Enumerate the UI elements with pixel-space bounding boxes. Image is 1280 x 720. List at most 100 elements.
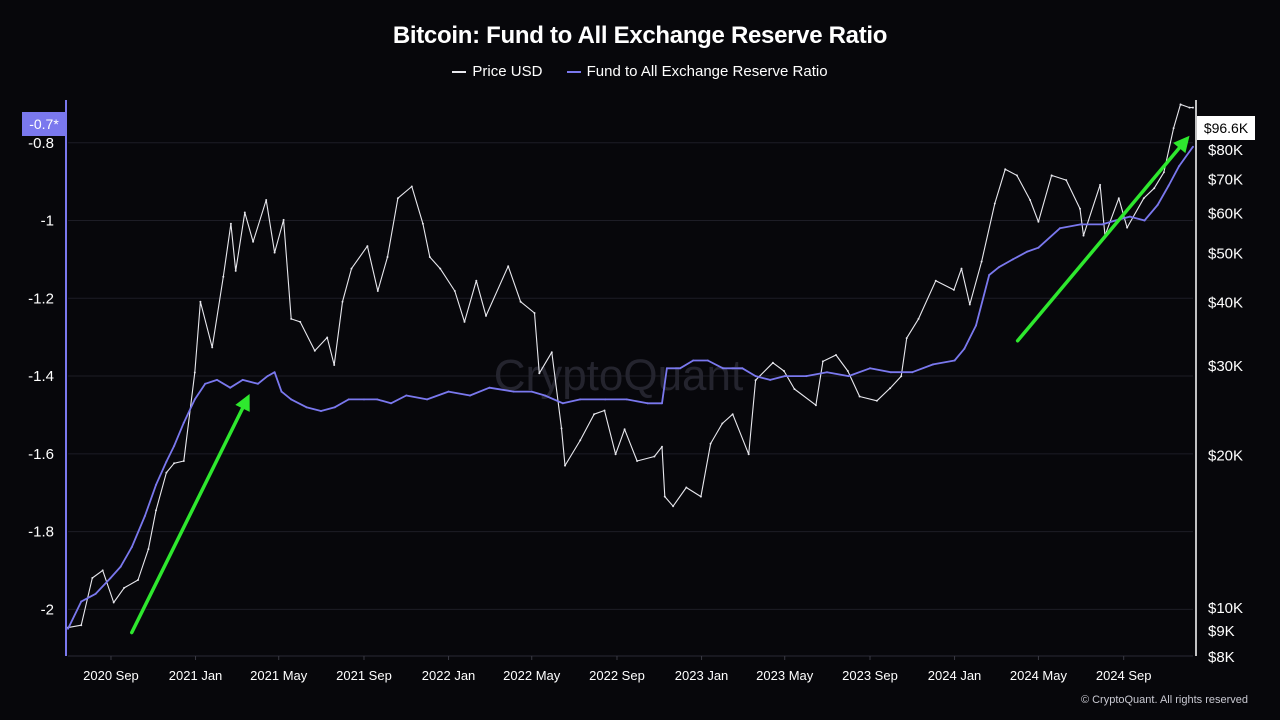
legend[interactable]: Price USD Fund to All Exchange Reserve R… — [0, 63, 1280, 80]
ratio-point — [130, 546, 133, 549]
price-point — [1153, 187, 1156, 190]
ratio-point — [826, 371, 828, 374]
price-point — [699, 495, 702, 498]
legend-label-price: Price USD — [472, 63, 543, 80]
price-point — [519, 300, 522, 303]
ratio-point — [665, 367, 668, 370]
price-point — [993, 202, 996, 205]
price-point — [593, 413, 596, 416]
price-point — [960, 267, 963, 270]
left-tick-label: -1.8 — [28, 524, 54, 541]
price-point — [1004, 168, 1007, 171]
price-point — [980, 260, 983, 263]
price-point — [636, 460, 639, 462]
x-tick-label: 2022 Sep — [589, 668, 645, 683]
price-point — [439, 267, 442, 270]
x-tick-label: 2022 Jan — [422, 668, 476, 683]
ratio-point — [94, 592, 97, 595]
ratio-point — [165, 460, 168, 463]
price-point — [1065, 179, 1068, 182]
ratio-point — [266, 375, 269, 378]
x-tick-label: 2023 Sep — [842, 668, 898, 683]
price-point — [182, 460, 185, 462]
ratio-point — [273, 371, 276, 374]
ratio-point — [376, 398, 379, 401]
ratio-point — [963, 347, 966, 350]
price-point — [229, 222, 232, 225]
price-point — [173, 462, 176, 465]
footer-credit: © CryptoQuant. All rights reserved — [1080, 694, 1248, 706]
reserve-ratio-line — [67, 146, 1194, 630]
right-badge-bg — [1197, 116, 1255, 140]
ratio-point — [229, 386, 232, 389]
ratio-point — [988, 274, 991, 276]
ratio-point — [80, 600, 83, 603]
right-tick-label: $60K — [1208, 205, 1243, 222]
legend-item-ratio[interactable]: Fund to All Exchange Reserve Ratio — [566, 63, 828, 80]
price-point — [1126, 226, 1129, 229]
x-tick-label: 2020 Sep — [83, 668, 139, 683]
left-tick-label: -1.4 — [28, 368, 54, 385]
ratio-point — [1026, 250, 1029, 253]
price-point — [875, 399, 878, 402]
x-tick-label: 2024 May — [1010, 668, 1068, 683]
price-point — [273, 251, 276, 254]
price-point — [952, 288, 955, 291]
right-tick-label: $70K — [1208, 172, 1243, 189]
ratio-point — [561, 402, 564, 405]
price-point — [421, 222, 424, 225]
ratio-point — [1167, 184, 1170, 187]
price-point — [905, 337, 908, 340]
price-point — [112, 601, 115, 604]
price-point — [685, 486, 688, 489]
price-point — [350, 267, 353, 270]
price-point — [603, 409, 606, 412]
ratio-point — [754, 375, 757, 378]
price-point — [560, 427, 563, 430]
ratio-point — [405, 394, 408, 397]
ratio-point — [426, 398, 429, 401]
price-point — [672, 505, 675, 508]
trend-arrow-icon — [130, 394, 250, 635]
left-tick-label: -1.6 — [28, 446, 54, 463]
ratio-point — [119, 565, 122, 568]
price-point — [1029, 199, 1032, 201]
trend-arrow-head — [1173, 135, 1190, 154]
ratio-point — [997, 266, 1000, 269]
price-point — [137, 579, 139, 581]
ratio-point — [1037, 246, 1040, 249]
price-point — [858, 395, 861, 398]
ratio-point — [530, 390, 533, 393]
price-point — [747, 453, 750, 456]
right-badge-text: $96.6K — [1204, 120, 1249, 136]
ratio-point — [953, 359, 956, 362]
ratio-point — [469, 394, 471, 397]
ratio-point — [363, 398, 365, 401]
ratio-point — [155, 483, 157, 486]
price-point — [968, 303, 971, 306]
price-point — [410, 185, 413, 188]
price-point — [1037, 220, 1040, 223]
price-point — [1099, 183, 1102, 186]
x-tick-label: 2023 Jan — [675, 668, 729, 683]
price-point — [564, 464, 566, 467]
ratio-point — [447, 390, 450, 393]
price-point — [123, 586, 126, 589]
ratio-point — [241, 378, 244, 381]
price-point — [1079, 207, 1081, 210]
x-tick-label: 2024 Sep — [1096, 668, 1152, 683]
ratio-point — [679, 367, 682, 370]
left-tick-label: -0.8 — [28, 135, 54, 152]
price-point — [1082, 234, 1085, 237]
ratio-point — [692, 359, 695, 362]
legend-item-price[interactable]: Price USD — [452, 63, 542, 80]
price-point — [211, 346, 214, 349]
ratio-point — [722, 367, 724, 370]
trend-arrow-icon — [1015, 135, 1190, 343]
left-current-value-badge: -0.7* — [22, 112, 66, 136]
right-tick-label: $8K — [1208, 649, 1235, 666]
price-point — [709, 442, 712, 445]
price-point — [623, 428, 626, 431]
price-point — [193, 371, 196, 374]
